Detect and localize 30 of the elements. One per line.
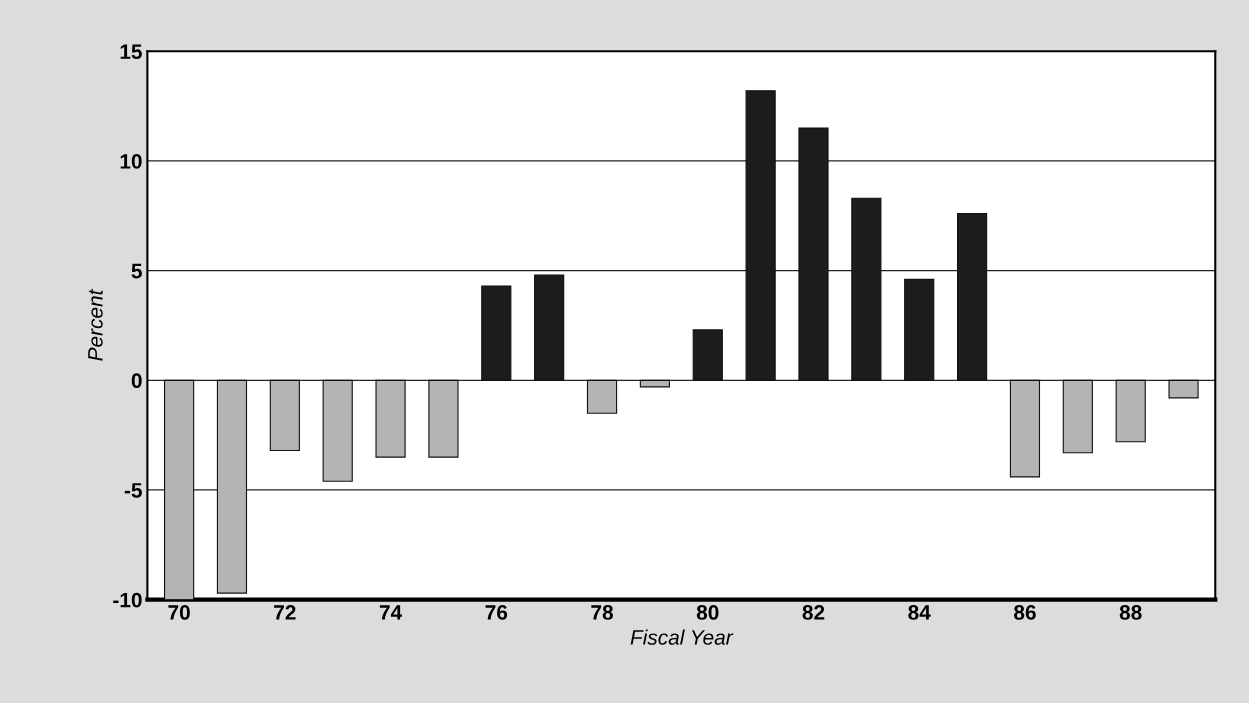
x-tick-label: 80	[696, 605, 719, 620]
bar	[586, 379, 618, 414]
bar	[1168, 379, 1199, 399]
x-tick-label: 88	[1119, 605, 1142, 620]
x-axis-title: Fiscal Year	[630, 629, 734, 645]
x-tick-label: 78	[591, 605, 613, 620]
x-tick-label: 84	[908, 605, 931, 620]
y-tick-label: -5	[124, 483, 142, 498]
x-tick-label: 86	[1014, 605, 1036, 620]
bar	[164, 379, 195, 600]
bar	[375, 379, 406, 458]
bar	[216, 379, 248, 594]
bar	[428, 379, 459, 458]
x-tick-label: 82	[802, 605, 825, 620]
y-tick-label: 0	[131, 373, 142, 389]
bar	[1115, 379, 1146, 443]
bar	[639, 379, 670, 388]
x-tick-label: 74	[379, 605, 403, 620]
x-tick-label: 72	[274, 605, 296, 620]
bar	[269, 379, 300, 452]
y-tick-label: 5	[131, 263, 142, 279]
x-tick-label: 76	[485, 605, 508, 620]
y-tick-label: -10	[113, 592, 142, 608]
y-tick-label: 10	[120, 153, 142, 169]
y-tick-label: 15	[120, 44, 142, 60]
bar	[1009, 379, 1041, 478]
bar	[1062, 379, 1093, 454]
bar	[322, 379, 353, 482]
y-axis-title: Percent	[88, 288, 103, 361]
x-tick-label: 70	[168, 605, 190, 620]
